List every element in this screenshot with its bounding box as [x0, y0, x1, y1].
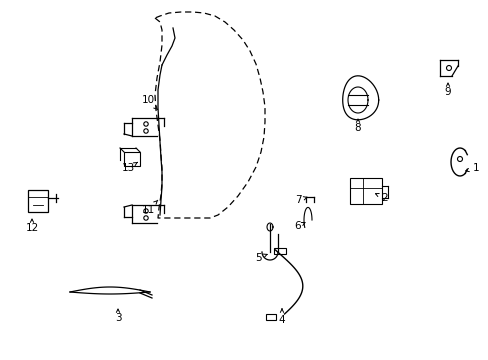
Text: 4: 4	[278, 309, 285, 325]
Bar	[28, 190, 48, 212]
Text: 6: 6	[294, 221, 305, 231]
Text: 10: 10	[141, 95, 158, 110]
Text: 12: 12	[25, 219, 39, 233]
Bar	[273, 248, 285, 254]
Text: 11: 11	[141, 200, 158, 215]
Bar	[349, 178, 381, 204]
Text: 7: 7	[294, 195, 306, 205]
Text: 3: 3	[115, 309, 121, 323]
Text: 5: 5	[254, 253, 266, 263]
Text: 2: 2	[375, 193, 387, 203]
Text: 1: 1	[465, 163, 478, 173]
Text: 8: 8	[354, 119, 361, 133]
Text: 13: 13	[121, 162, 137, 173]
Bar	[124, 152, 140, 166]
Text: 9: 9	[444, 83, 450, 97]
Bar	[265, 314, 275, 320]
